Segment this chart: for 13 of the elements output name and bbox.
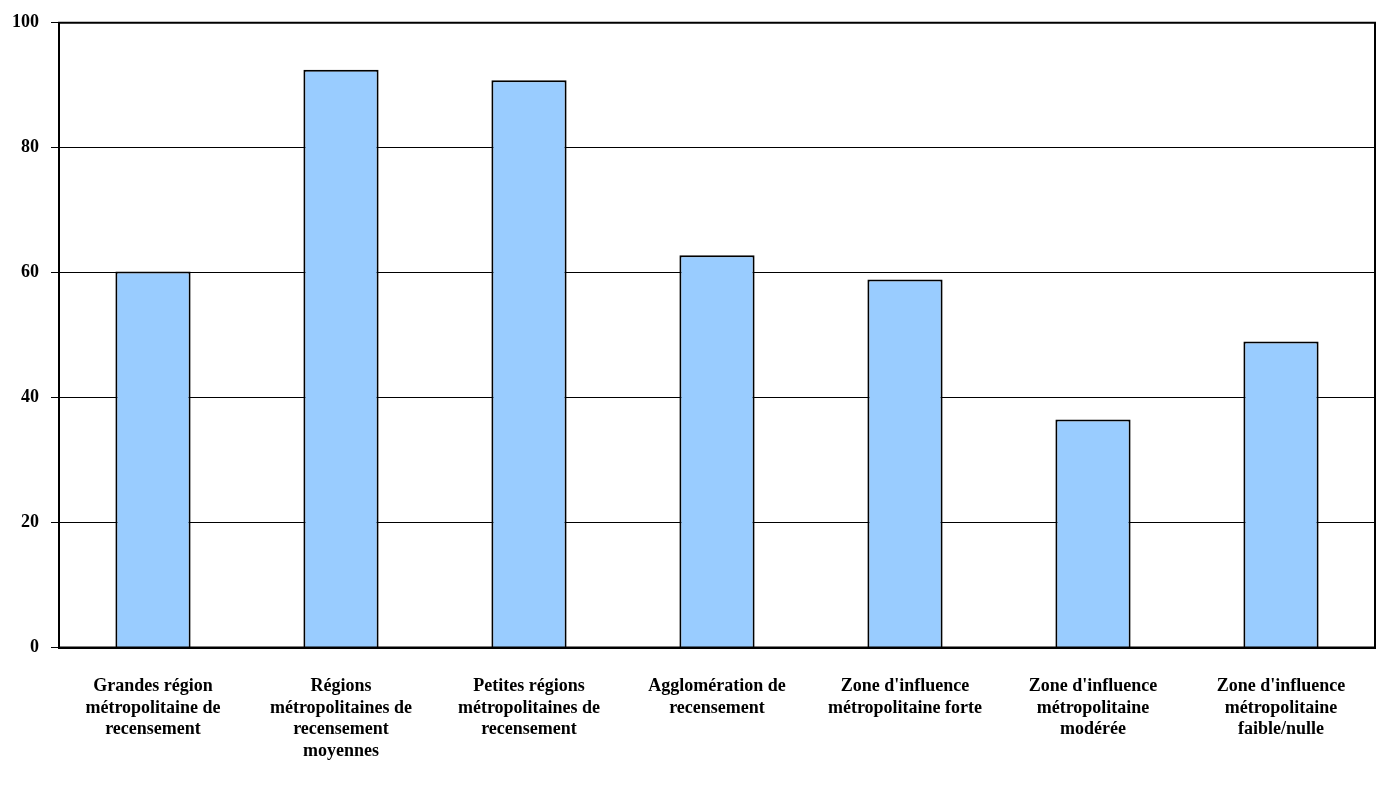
x-tick-label: Grandes région métropolitaine de recensement	[85, 675, 221, 739]
y-tick-label: 0	[30, 636, 39, 657]
y-tick-label: 80	[21, 136, 39, 157]
y-tick-label: 40	[21, 386, 39, 407]
x-tick-label: Zone d'influence métropolitaine forte	[827, 675, 983, 717]
x-tick-label: Zone d'influence métropolitaine modérée	[1028, 675, 1158, 739]
y-tick-label: 100	[12, 11, 39, 32]
y-tick-label: 20	[21, 511, 39, 532]
x-tick-label: Petites régions métropolitaines de recensement	[457, 675, 601, 739]
y-tick-label: 60	[21, 261, 39, 282]
x-tick-label: Agglomération de recensement	[648, 675, 786, 717]
x-tick-label: Zone d'influence métropolitaine faible/nulle	[1216, 675, 1346, 739]
x-tick-label: Régions métropolitaines de recensement moyennes	[269, 675, 413, 760]
